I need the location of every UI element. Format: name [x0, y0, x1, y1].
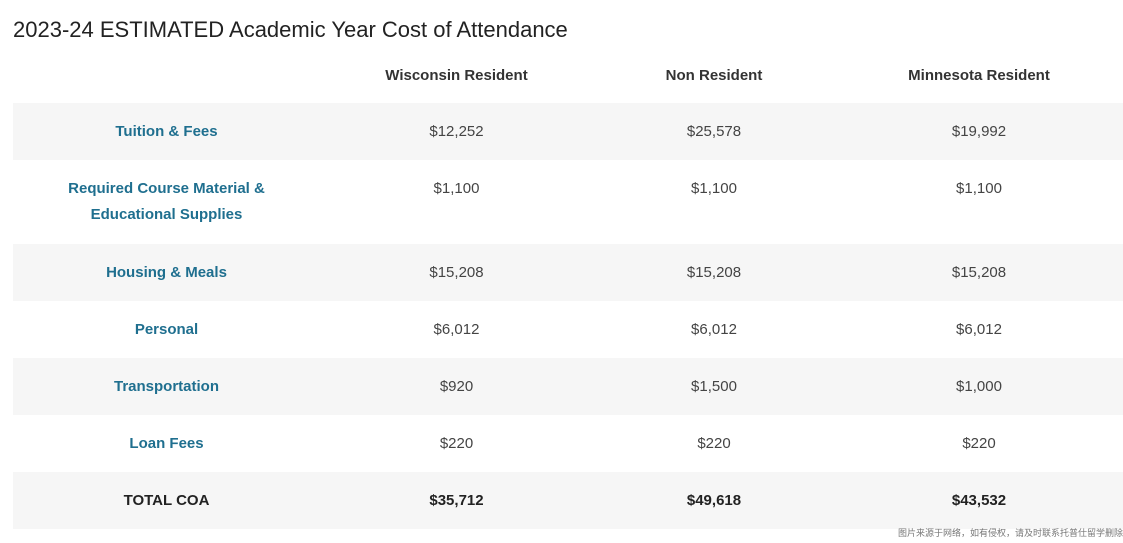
cell-non-resident: $220 — [697, 435, 731, 452]
cost-of-attendance-table: Wisconsin Resident Non Resident Minnesot… — [13, 47, 1123, 529]
header-minnesota-resident: Minnesota Resident — [908, 66, 1050, 84]
cell-minnesota: $1,100 — [956, 180, 1002, 197]
page-title: 2023-24 ESTIMATED Academic Year Cost of … — [13, 17, 568, 42]
table-row-loan-fees: Loan Fees $220 $220 $220 — [13, 415, 1123, 472]
cell-wisconsin: $35,712 — [320, 472, 593, 529]
cell-wisconsin: $1,100 — [433, 180, 480, 197]
cell-minnesota: $1,000 — [835, 358, 1123, 415]
table-row-transportation: Transportation $920 $1,500 $1,000 — [13, 358, 1123, 415]
table-row-housing-meals: Housing & Meals $15,208 $15,208 $15,208 — [13, 244, 1123, 301]
cell-minnesota: $43,532 — [835, 472, 1123, 529]
row-label: Housing & Meals — [13, 244, 320, 301]
cell-non-resident: $49,618 — [593, 472, 835, 529]
row-label: Loan Fees — [129, 435, 204, 452]
cell-minnesota: $220 — [962, 435, 996, 452]
row-label: TOTAL COA — [13, 472, 320, 529]
cell-non-resident: $1,100 — [691, 180, 737, 197]
header-non-resident: Non Resident — [665, 66, 763, 84]
header-empty-cell — [13, 47, 320, 103]
row-label: Required Course Material & Educational S… — [68, 180, 265, 223]
table-header-row: Wisconsin Resident Non Resident Minnesot… — [13, 47, 1123, 103]
cell-wisconsin: $12,252 — [320, 103, 593, 160]
cell-minnesota: $19,992 — [835, 103, 1123, 160]
cell-non-resident: $25,578 — [593, 103, 835, 160]
cell-minnesota: $15,208 — [835, 244, 1123, 301]
cell-wisconsin: $220 — [439, 435, 474, 452]
table-row-tuition-fees: Tuition & Fees $12,252 $25,578 $19,992 — [13, 103, 1123, 160]
table-row-course-material: Required Course Material & Educational S… — [13, 160, 1123, 244]
cell-non-resident: $6,012 — [691, 321, 737, 338]
cell-minnesota: $6,012 — [956, 321, 1002, 338]
header-wisconsin-resident: Wisconsin Resident — [385, 66, 528, 84]
table-row-total-coa: TOTAL COA $35,712 $49,618 $43,532 — [13, 472, 1123, 529]
cell-wisconsin: $920 — [320, 358, 593, 415]
image-source-watermark: 图片来源于网络，如有侵权，请及时联系托普仕留学删除 — [897, 529, 1123, 539]
row-label: Transportation — [13, 358, 320, 415]
cell-wisconsin: $15,208 — [320, 244, 593, 301]
cell-non-resident: $15,208 — [593, 244, 835, 301]
table-row-personal: Personal $6,012 $6,012 $6,012 — [13, 301, 1123, 358]
row-label: Personal — [134, 321, 199, 338]
row-label: Tuition & Fees — [13, 103, 320, 160]
cell-non-resident: $1,500 — [593, 358, 835, 415]
cell-wisconsin: $6,012 — [433, 321, 480, 338]
